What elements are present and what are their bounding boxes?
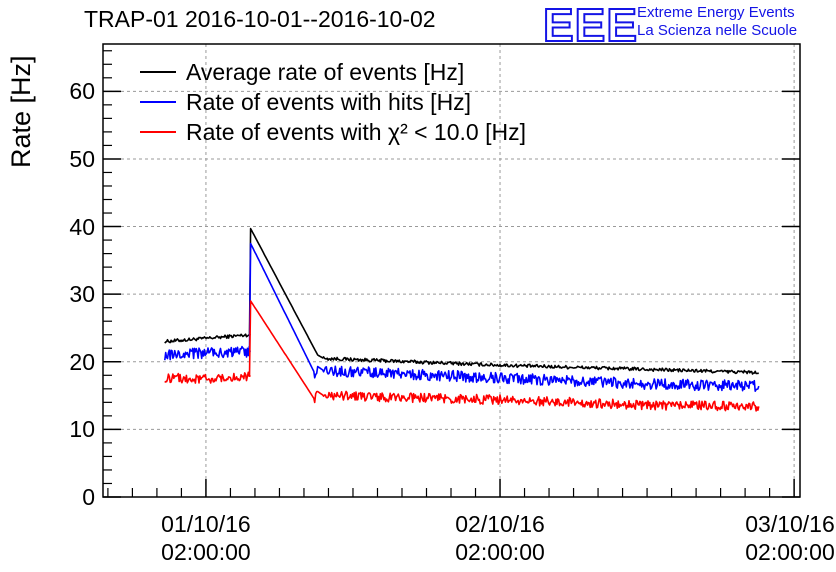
y-tick-label: 0 [82,484,95,510]
y-axis-label: Rate [Hz] [6,55,36,168]
logo-tagline-1: Extreme Energy Events [637,4,795,21]
legend-label: Rate of events with χ² < 10.0 [Hz] [186,118,526,145]
y-tick-label: 50 [69,145,95,172]
series-layer [164,227,760,412]
legend-item: Rate of events with χ² < 10.0 [Hz] [140,118,526,146]
series-line-1 [164,242,760,393]
y-tick-label: 30 [69,281,95,308]
x-tick-label-time: 02:00:00 [161,539,251,565]
legend-swatch [140,71,176,73]
grid-lines [103,44,800,497]
legend-swatch [140,101,176,103]
legend-swatch [140,131,176,133]
series-line-2 [164,300,760,412]
legend-label: Average rate of events [Hz] [186,58,465,85]
y-tick-label: 40 [69,213,95,240]
x-tick-label-date: 02/10/16 [455,511,545,537]
x-tick-label-date: 01/10/16 [161,511,251,537]
legend-label: Rate of events with hits [Hz] [186,88,472,115]
logo-tagline-2: La Scienza nelle Scuole [637,22,798,39]
legend-item: Average rate of events [Hz] [140,58,464,86]
y-tick-label: 20 [69,348,95,375]
legend-item: Rate of events with hits [Hz] [140,88,471,116]
x-tick-label-date: 03/10/16 [745,511,835,537]
x-tick-label-time: 02:00:00 [455,539,545,565]
y-tick-label: 60 [69,78,95,105]
y-tick-label: 10 [69,416,95,443]
eee-logo: EEE [542,0,639,51]
series-line-0 [164,227,759,375]
x-tick-label-time: 02:00:00 [745,539,835,565]
chart-title: TRAP-01 2016-10-01--2016-10-02 [84,6,436,32]
axis-ticks [103,50,800,498]
